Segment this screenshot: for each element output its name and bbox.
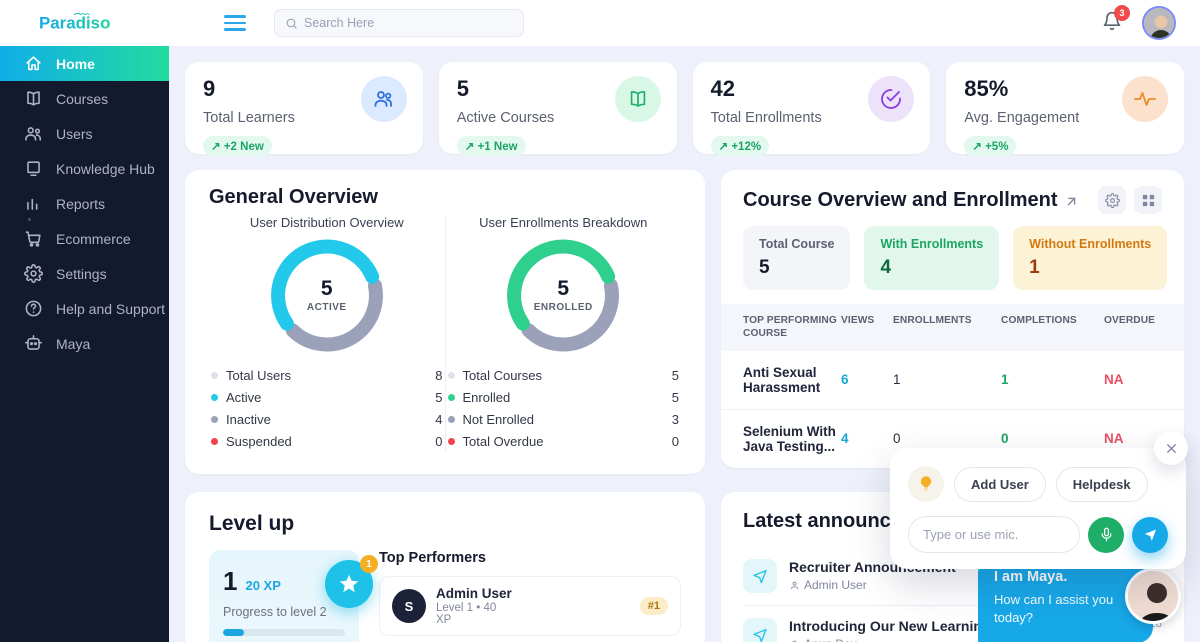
svg-text:Paradiso: Paradiso: [39, 13, 110, 32]
